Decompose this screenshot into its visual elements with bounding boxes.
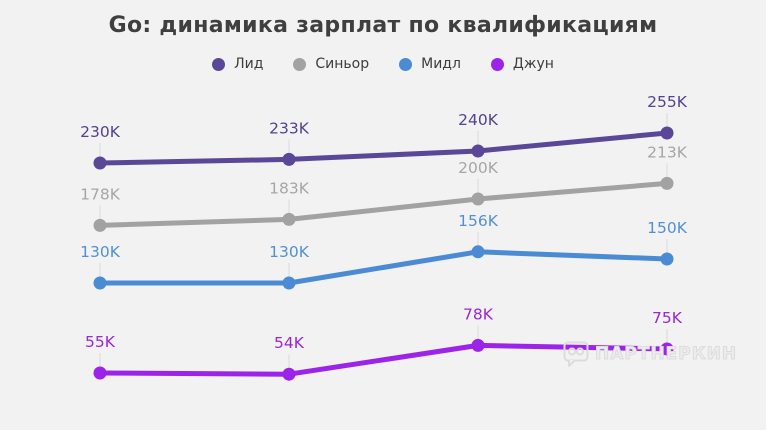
legend-dot-icon bbox=[293, 57, 307, 71]
data-point-label: 233K bbox=[269, 119, 310, 137]
data-point-label: 78K bbox=[463, 305, 494, 323]
series-1: 230K 233K 240K 255K bbox=[80, 93, 688, 170]
data-point bbox=[660, 342, 674, 356]
data-point bbox=[471, 338, 485, 352]
data-point bbox=[471, 192, 485, 206]
watermark: ПАРТНЕРКИН bbox=[563, 341, 737, 367]
series-line bbox=[97, 130, 670, 166]
legend-label: Мидл bbox=[421, 56, 461, 72]
legend-label: Джун bbox=[512, 56, 554, 72]
legend-dot-icon bbox=[490, 57, 504, 71]
data-point-label: 55K bbox=[85, 333, 116, 351]
data-point-label: 183K bbox=[269, 179, 310, 197]
legend-item-2: Синьор bbox=[293, 56, 369, 72]
watermark-logo-icon bbox=[563, 341, 589, 367]
data-point-label: 75K bbox=[652, 309, 683, 327]
data-point-label: 130K bbox=[269, 243, 310, 261]
data-point bbox=[660, 126, 674, 140]
chart-title: Go: динамика зарплат по квалификациям bbox=[108, 13, 658, 38]
data-point-label: 200K bbox=[458, 159, 499, 177]
data-point bbox=[471, 144, 485, 158]
data-point bbox=[93, 276, 107, 290]
series-2: 178K 183K 200K 213K bbox=[80, 143, 688, 232]
data-point-label: 178K bbox=[80, 185, 121, 203]
series-4: 55K 54K 78K 75K bbox=[85, 305, 683, 381]
legend-item-1: Лид bbox=[212, 56, 263, 72]
data-point bbox=[93, 366, 107, 380]
series-line bbox=[97, 180, 670, 228]
legend-item-3: Мидл bbox=[399, 56, 461, 72]
data-point bbox=[93, 156, 107, 170]
data-point bbox=[660, 252, 674, 266]
data-point-label: 230K bbox=[80, 123, 121, 141]
data-point-label: 255K bbox=[647, 93, 688, 111]
data-point-label: 213K bbox=[647, 143, 688, 161]
legend-item-4: Джун bbox=[490, 56, 554, 72]
series-line bbox=[97, 342, 670, 377]
data-point-label: 54K bbox=[274, 334, 305, 352]
data-point-label: 150K bbox=[647, 219, 688, 237]
data-point bbox=[282, 367, 296, 381]
data-point-label: 130K bbox=[80, 243, 121, 261]
data-point bbox=[93, 218, 107, 232]
legend-label: Лид bbox=[234, 56, 264, 72]
legend: Лид Синьор Мидл Джун bbox=[0, 56, 766, 72]
data-point bbox=[660, 176, 674, 190]
legend-label: Синьор bbox=[315, 56, 370, 72]
data-point bbox=[282, 212, 296, 226]
watermark-text: ПАРТНЕРКИН bbox=[594, 344, 738, 365]
legend-dot-icon bbox=[212, 57, 226, 71]
data-point bbox=[282, 152, 296, 166]
data-point-label: 156K bbox=[458, 212, 499, 230]
data-point bbox=[471, 245, 485, 259]
series-3: 130K 130K 156K 150K bbox=[80, 212, 688, 290]
data-point-label: 240K bbox=[458, 111, 499, 129]
legend-dot-icon bbox=[399, 57, 413, 71]
data-point bbox=[282, 276, 296, 290]
series-line bbox=[97, 249, 670, 286]
